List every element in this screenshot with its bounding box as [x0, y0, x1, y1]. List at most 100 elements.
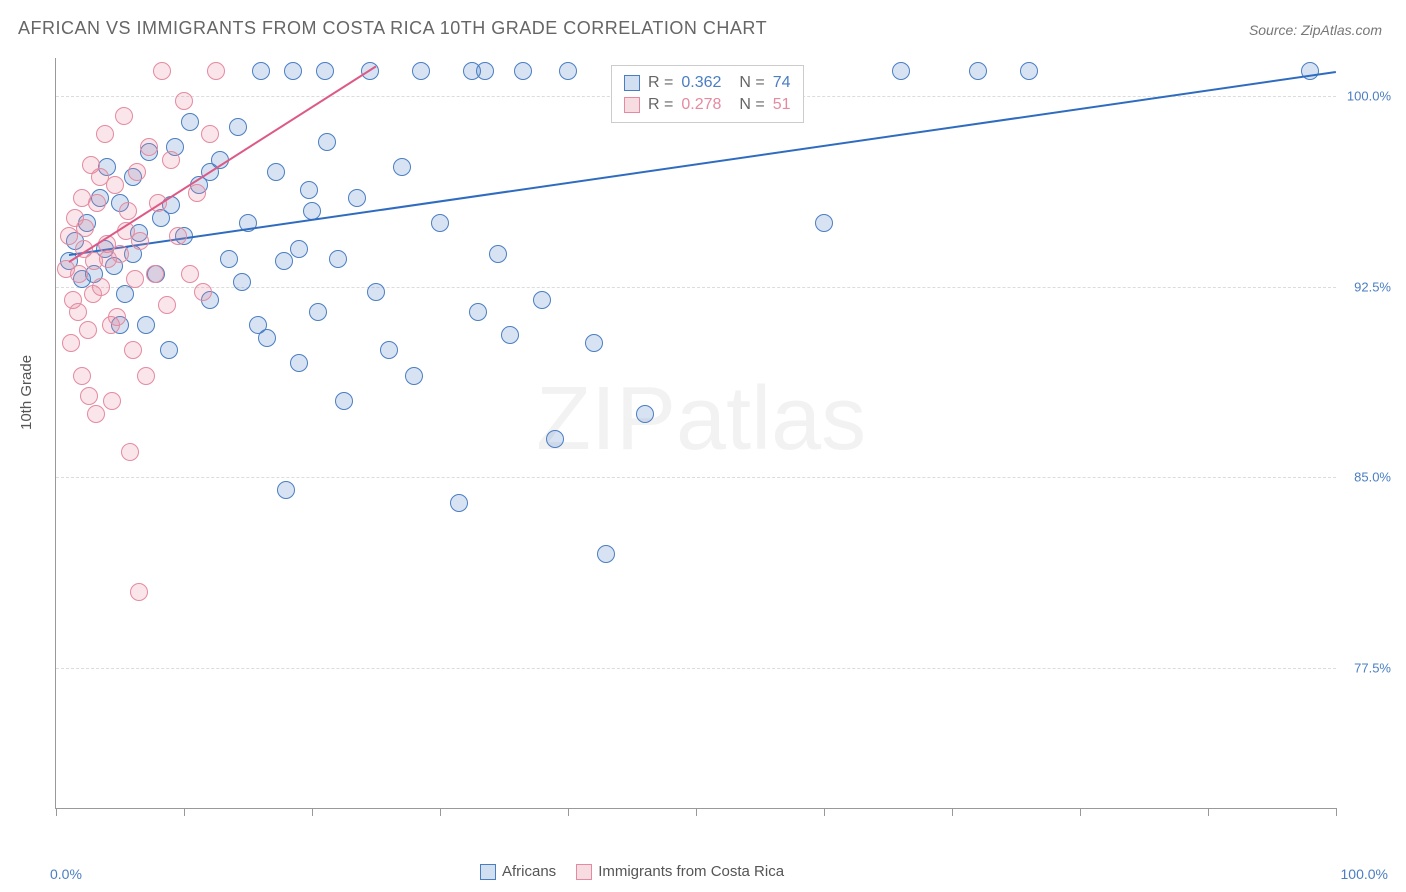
y-tick-label: 77.5%: [1341, 661, 1391, 676]
data-point: [87, 405, 105, 423]
x-tick: [440, 808, 441, 816]
r-value: 0.278: [681, 96, 721, 114]
data-point: [335, 392, 353, 410]
data-point: [76, 219, 94, 237]
data-point: [969, 62, 987, 80]
legend-swatch: [624, 75, 640, 91]
data-point: [309, 303, 327, 321]
x-tick: [312, 808, 313, 816]
data-point: [892, 62, 910, 80]
data-point: [249, 316, 267, 334]
source-attribution: Source: ZipAtlas.com: [1249, 22, 1382, 38]
data-point: [252, 62, 270, 80]
data-point: [277, 481, 295, 499]
data-point: [514, 62, 532, 80]
n-value: 51: [773, 96, 791, 114]
data-point: [1020, 62, 1038, 80]
data-point: [181, 113, 199, 131]
data-point: [489, 245, 507, 263]
n-value: 74: [773, 74, 791, 92]
data-point: [79, 321, 97, 339]
data-point: [380, 341, 398, 359]
data-point: [815, 214, 833, 232]
chart-title: AFRICAN VS IMMIGRANTS FROM COSTA RICA 10…: [18, 18, 767, 39]
y-tick-label: 100.0%: [1341, 89, 1391, 104]
data-point: [636, 405, 654, 423]
data-point: [153, 62, 171, 80]
data-point: [275, 252, 293, 270]
y-tick-label: 92.5%: [1341, 279, 1391, 294]
data-point: [188, 184, 206, 202]
data-point: [106, 176, 124, 194]
legend-swatch: [624, 97, 640, 113]
data-point: [119, 202, 137, 220]
data-point: [367, 283, 385, 301]
data-point: [207, 62, 225, 80]
x-tick: [56, 808, 57, 816]
data-point: [158, 296, 176, 314]
data-point: [267, 163, 285, 181]
legend: Africans Immigrants from Costa Rica: [480, 863, 784, 880]
data-point: [160, 341, 178, 359]
gridline: [56, 477, 1336, 478]
x-tick: [696, 808, 697, 816]
data-point: [469, 303, 487, 321]
data-point: [316, 62, 334, 80]
data-point: [91, 168, 109, 186]
data-point: [290, 240, 308, 258]
data-point: [329, 250, 347, 268]
r-label: R =: [648, 96, 673, 114]
legend-label: Africans: [502, 863, 556, 880]
x-axis-max-label: 100.0%: [1341, 866, 1388, 882]
data-point: [137, 367, 155, 385]
data-point: [137, 316, 155, 334]
data-point: [393, 158, 411, 176]
y-axis-label: 10th Grade: [18, 355, 35, 430]
data-point: [175, 92, 193, 110]
x-tick: [568, 808, 569, 816]
r-value: 0.362: [681, 74, 721, 92]
x-tick: [1080, 808, 1081, 816]
data-point: [121, 443, 139, 461]
n-label: N =: [739, 74, 764, 92]
data-point: [108, 308, 126, 326]
legend-swatch: [480, 864, 496, 880]
data-point: [194, 283, 212, 301]
n-label: N =: [739, 96, 764, 114]
data-point: [229, 118, 247, 136]
data-point: [88, 194, 106, 212]
data-point: [318, 133, 336, 151]
data-point: [115, 107, 133, 125]
data-point: [140, 138, 158, 156]
legend-label: Immigrants from Costa Rica: [598, 863, 784, 880]
data-point: [559, 62, 577, 80]
data-point: [128, 163, 146, 181]
watermark: ZIPatlas: [536, 368, 866, 471]
data-point: [69, 303, 87, 321]
data-point: [300, 181, 318, 199]
data-point: [597, 545, 615, 563]
chart-container: AFRICAN VS IMMIGRANTS FROM COSTA RICA 10…: [0, 0, 1406, 892]
stats-row: R = 0.278 N = 51: [624, 94, 791, 116]
data-point: [290, 354, 308, 372]
data-point: [450, 494, 468, 512]
x-tick: [1208, 808, 1209, 816]
data-point: [233, 273, 251, 291]
data-point: [303, 202, 321, 220]
data-point: [169, 227, 187, 245]
data-point: [84, 285, 102, 303]
data-point: [348, 189, 366, 207]
data-point: [60, 227, 78, 245]
x-tick: [824, 808, 825, 816]
data-point: [116, 285, 134, 303]
data-point: [220, 250, 238, 268]
data-point: [70, 265, 88, 283]
data-point: [73, 367, 91, 385]
data-point: [103, 392, 121, 410]
stats-row: R = 0.362 N = 74: [624, 72, 791, 94]
data-point: [405, 367, 423, 385]
data-point: [96, 125, 114, 143]
data-point: [501, 326, 519, 344]
x-tick: [184, 808, 185, 816]
r-label: R =: [648, 74, 673, 92]
